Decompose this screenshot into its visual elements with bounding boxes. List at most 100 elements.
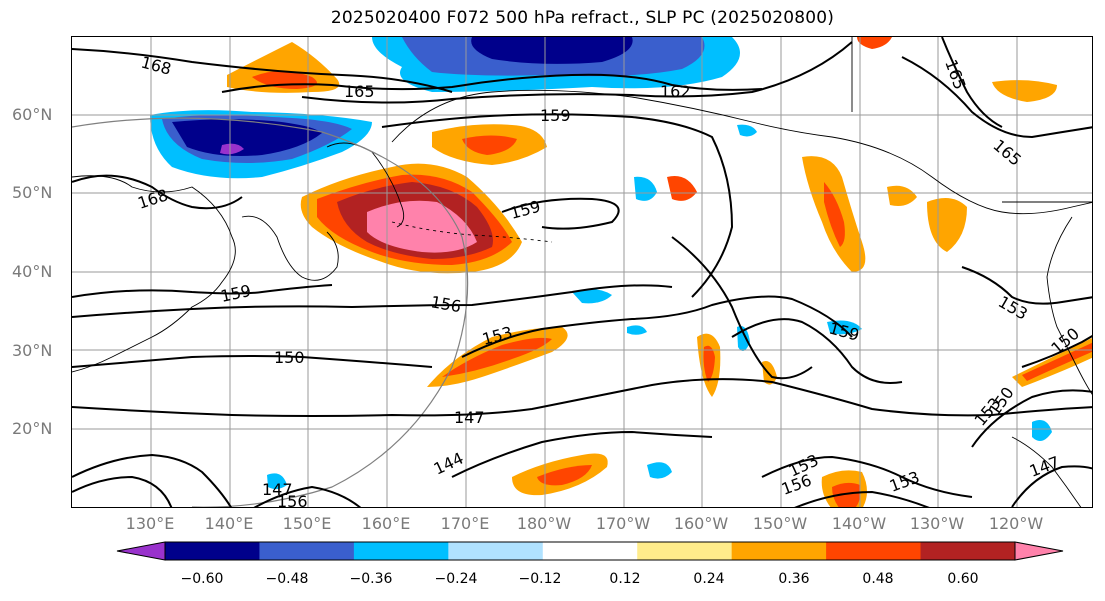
coast-kamchatka xyxy=(326,142,405,228)
contour-156 xyxy=(72,284,673,318)
contour-label: 159 xyxy=(508,197,542,223)
contour-153-center xyxy=(461,295,853,358)
neg-blob-top-core xyxy=(471,37,633,64)
contour-168-top xyxy=(72,48,453,93)
pos-blob-right-3 xyxy=(927,198,967,252)
contour-bottom-left-1 xyxy=(72,453,232,507)
contours xyxy=(72,37,1092,507)
colorbar-segment xyxy=(920,542,1016,560)
contour-bottom-right-3 xyxy=(971,389,1092,448)
pos-blob-top-right-small xyxy=(857,37,892,49)
shaded-anomaly-fields xyxy=(150,37,1092,507)
contour-168-west xyxy=(72,174,243,210)
contour-159-center xyxy=(501,197,620,230)
colorbar-tick-label: −0.60 xyxy=(180,571,224,587)
contour-label: 153 xyxy=(995,292,1031,324)
contour-bottom-right-1 xyxy=(761,455,973,498)
lon-label-160w: 160°W xyxy=(673,514,729,533)
lon-label-180w: 180°W xyxy=(516,514,572,533)
lon-label-170w: 170°W xyxy=(595,514,651,533)
coast-asia xyxy=(72,175,236,373)
colorbar-tick-label: 0.24 xyxy=(693,571,725,587)
contour-label: 144 xyxy=(431,448,467,478)
lat-label-20n: 20°N xyxy=(12,419,53,438)
colorbar xyxy=(116,541,1064,561)
lon-label-140e: 140°E xyxy=(204,514,254,533)
colorbar-segment xyxy=(826,542,922,560)
lat-label-30n: 30°N xyxy=(12,341,53,360)
neg-blob-mid-6 xyxy=(737,124,757,137)
colorbar-segment xyxy=(731,542,827,560)
lat-label-50n: 50°N xyxy=(12,183,53,202)
contour-label: 165 xyxy=(989,136,1025,170)
colorbar-tick-label: −0.48 xyxy=(265,571,309,587)
contour-162 xyxy=(301,41,853,104)
neg-blob-right-edge xyxy=(1032,419,1052,441)
contour-label: 162 xyxy=(660,82,691,101)
lon-label-140w: 140°W xyxy=(831,514,887,533)
coastlines xyxy=(72,37,1092,507)
contour-label: 156 xyxy=(429,292,462,316)
contour-label: 147 xyxy=(262,480,293,499)
lon-label-160e: 160°E xyxy=(361,514,411,533)
pos-blob-center-small-1-core xyxy=(703,345,715,382)
contour-label: 150 xyxy=(274,348,305,367)
neg-blob-mid-5 xyxy=(634,176,657,201)
contour-165 xyxy=(221,73,763,93)
map-panel: 168 165 162 159 168 159 159 156 153 150 … xyxy=(71,36,1093,508)
contour-bottom-right-4 xyxy=(1011,465,1092,507)
contour-bottom-right-2 xyxy=(794,490,930,507)
contour-inner-loop-1 xyxy=(671,236,813,380)
lat-label-60n: 60°N xyxy=(12,105,53,124)
colorbar-outline xyxy=(164,541,1016,561)
contour-144 xyxy=(451,430,713,478)
colorbar-segment xyxy=(259,542,355,560)
contour-153-right xyxy=(961,266,1092,305)
neg-blob-nw-center xyxy=(220,143,244,155)
contour-159-north xyxy=(381,113,734,298)
range-arc xyxy=(72,117,469,507)
lon-label-130e: 130°E xyxy=(125,514,175,533)
pos-blob-bottom-mid-core xyxy=(537,465,592,486)
contour-label: 147 xyxy=(1027,452,1062,480)
colorbar-tick-label: 0.48 xyxy=(862,571,894,587)
colorbar-extend-high xyxy=(1014,541,1064,561)
coast-korea-japan xyxy=(241,215,339,281)
contour-150-right xyxy=(1021,335,1092,368)
contour-bottom-left-2 xyxy=(72,475,173,507)
lon-label-170e: 170°E xyxy=(440,514,490,533)
contour-label: 147 xyxy=(454,408,485,427)
lon-label-120w: 120°W xyxy=(988,514,1044,533)
lon-label-150e: 150°E xyxy=(282,514,332,533)
neg-blob-mid-2 xyxy=(627,325,647,335)
pos-blob-small-2 xyxy=(762,361,777,385)
lat-label-40n: 40°N xyxy=(12,262,53,281)
colorbar-tick-label: −0.36 xyxy=(349,571,393,587)
map-title: 2025020400 F072 500 hPa refract., SLP PC… xyxy=(330,8,835,28)
pos-blob-right-2 xyxy=(887,185,917,206)
coast-mexico xyxy=(1011,436,1082,507)
pos-band-midleft-core xyxy=(442,337,552,377)
contour-bottom-left-3 xyxy=(253,485,362,507)
colorbar-tick-label: 0.36 xyxy=(778,571,810,587)
map-canvas: 168 165 162 159 168 159 159 156 153 150 … xyxy=(72,37,1092,507)
neg-blob-mid-3 xyxy=(827,320,862,335)
contour-label: 159 xyxy=(827,319,861,345)
colorbar-segment xyxy=(448,542,544,560)
neg-blob-bottom-1 xyxy=(647,462,672,479)
contour-label: 159 xyxy=(219,281,253,306)
pos-blob-top-right xyxy=(992,80,1057,102)
contour-inner-loop-2 xyxy=(731,318,903,384)
lon-label-130w: 130°W xyxy=(909,514,965,533)
colorbar-tick-label: −0.24 xyxy=(434,571,478,587)
pos-blob-upper-mid-core xyxy=(462,135,517,155)
graticule xyxy=(72,37,1092,507)
contour-150 xyxy=(72,355,433,368)
coast-na-west xyxy=(1046,216,1092,395)
contour-right-165 xyxy=(941,37,1003,128)
coast-alaska xyxy=(391,89,1092,215)
colorbar-segment xyxy=(637,542,733,560)
colorbar-extend-low xyxy=(116,541,166,561)
contour-label: 156 xyxy=(779,470,814,498)
colorbar-segment xyxy=(165,542,260,560)
